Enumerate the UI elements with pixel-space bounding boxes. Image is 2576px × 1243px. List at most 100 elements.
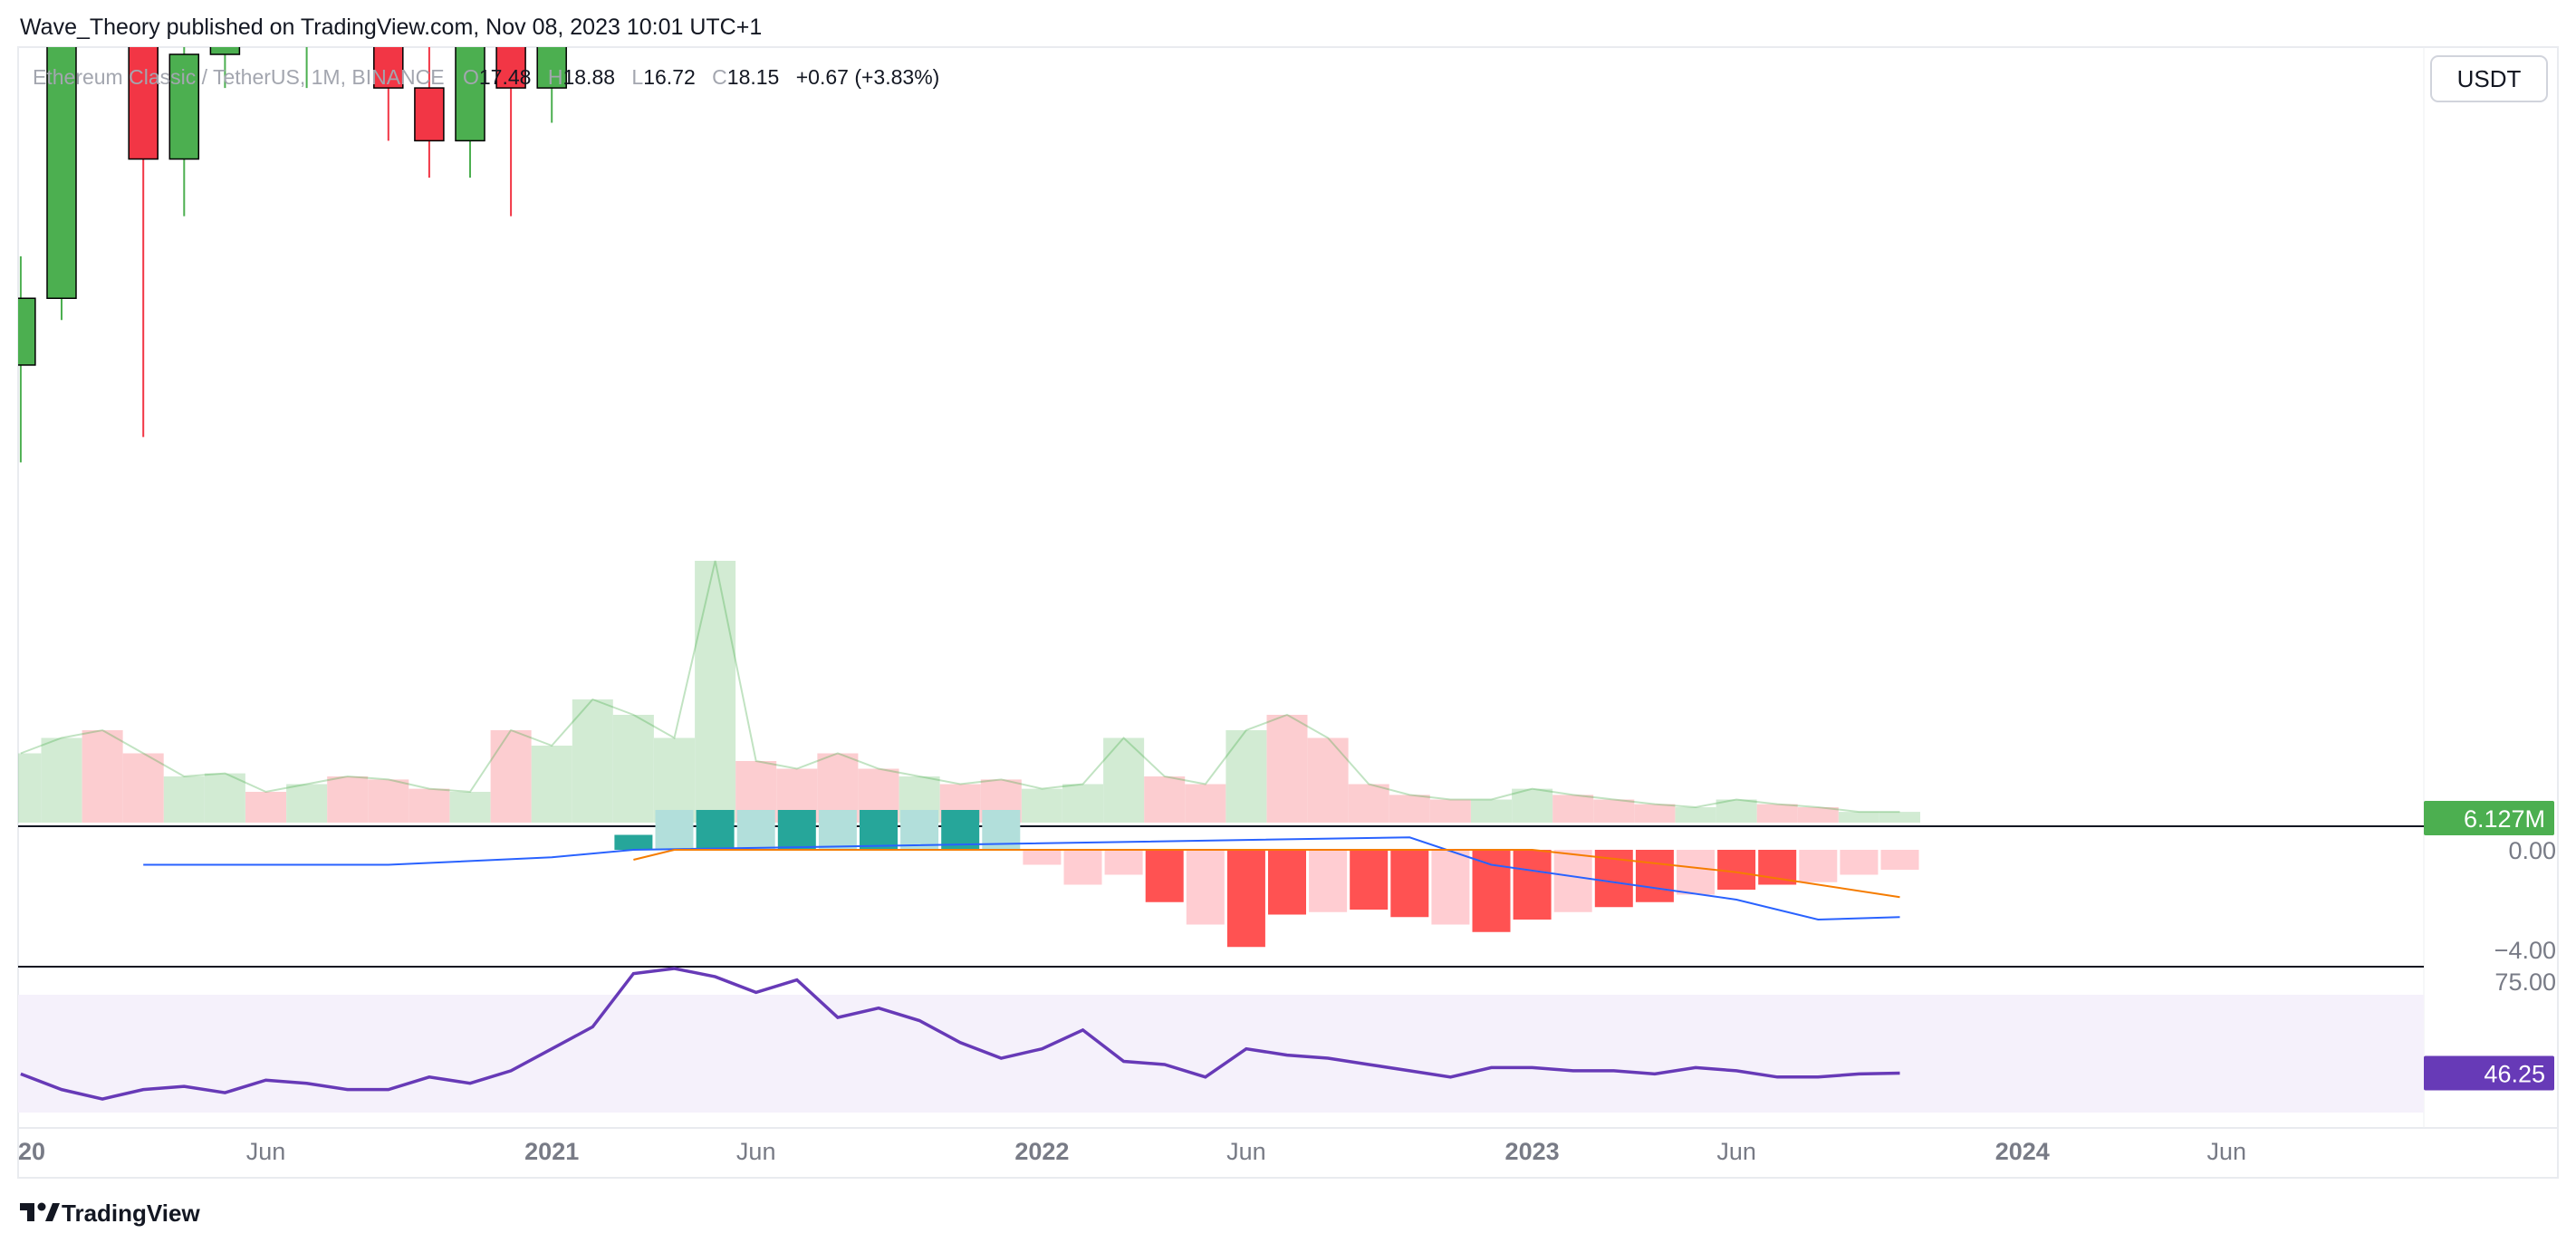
macd-histogram-bar — [1104, 850, 1143, 875]
volume-bar — [18, 753, 42, 823]
macd-histogram-bar — [1226, 850, 1265, 948]
macd-histogram-bar — [1758, 850, 1797, 885]
time-axis-tick: Jun — [246, 1138, 286, 1165]
macd-histogram-bar — [1513, 850, 1552, 920]
tradingview-logo: TradingView — [20, 1200, 200, 1227]
candles-layer — [18, 47, 567, 463]
time-axis-tick: 2021 — [524, 1138, 579, 1165]
macd-histogram-bar — [1309, 850, 1348, 912]
volume-bar — [82, 730, 123, 823]
volume-bar — [654, 737, 695, 823]
macd-histogram-bar — [1268, 850, 1306, 915]
volume-bar — [1879, 812, 1920, 823]
volume-bar — [1348, 784, 1389, 823]
rsi-axis-tick: 75.00 — [2494, 968, 2556, 996]
volume-bar — [1429, 799, 1471, 823]
macd-histogram-bar — [1023, 850, 1062, 865]
currency-button[interactable]: USDT — [2430, 55, 2548, 102]
macd-histogram-bar — [1186, 850, 1225, 925]
time-axis-tick: 20 — [18, 1138, 45, 1165]
volume-bar — [1389, 795, 1430, 823]
candle-body — [209, 47, 241, 55]
time-axis-tick: Jun — [1716, 1138, 1756, 1165]
macd-histogram-bar — [941, 810, 980, 850]
time-axis-tick: 2022 — [1014, 1138, 1069, 1165]
ohlc-legend: Ethereum Classic / TetherUS, 1M, BINANCE… — [33, 65, 939, 89]
volume-bar — [245, 792, 286, 823]
volume-bar — [1266, 715, 1308, 823]
volume-bar — [1144, 776, 1186, 823]
volume-bar — [531, 746, 572, 823]
candle-body — [373, 47, 404, 89]
macd-histogram-bar — [818, 810, 857, 850]
macd-histogram-bar — [1063, 850, 1102, 885]
macd-histogram-bar — [1350, 850, 1389, 910]
candle-body — [168, 53, 200, 160]
currency-button-label[interactable]: USDT — [2457, 65, 2522, 92]
volume-bar — [41, 737, 82, 823]
symbol-name[interactable]: Ethereum Classic / TetherUS, 1M, BINANCE — [33, 65, 445, 89]
macd-histogram-bar — [1677, 850, 1715, 895]
candle-body — [495, 47, 526, 89]
volume-bar — [1062, 784, 1103, 823]
macd-histogram-bar — [1717, 850, 1756, 890]
price-label-text: 6.127M — [2464, 805, 2545, 833]
low-value: 16.72 — [643, 65, 696, 89]
currency-button-box[interactable] — [2430, 55, 2548, 102]
change-value: +0.67 (+3.83%) — [796, 65, 940, 89]
volume-bar — [1307, 737, 1349, 823]
candle-body — [46, 47, 77, 299]
macd-histogram-bar — [900, 810, 939, 850]
macd-histogram-bar — [655, 810, 694, 850]
volume-bar — [612, 715, 654, 823]
rsi-value-label: 46.25 — [2484, 1060, 2545, 1087]
volume-bar — [1756, 804, 1798, 823]
candle-body — [18, 297, 36, 366]
macd-histogram-bar — [1799, 850, 1838, 882]
volume-bar — [1797, 807, 1839, 823]
open-value: 17.48 — [479, 65, 532, 89]
rsi-value-box — [2424, 1055, 2554, 1091]
macd-histogram-bar — [1472, 850, 1511, 932]
close-label: C — [712, 65, 727, 89]
open-label: O — [463, 65, 479, 89]
volume-bar — [1185, 784, 1226, 823]
time-axis-tick: 2023 — [1505, 1138, 1560, 1165]
axes-layer: 36.0031.0027.0016.0011.000.00−4.0075.002… — [18, 837, 2556, 1165]
macd-histogram-bar — [736, 810, 775, 850]
volume-bar — [1021, 788, 1062, 823]
rsi-band — [18, 995, 2424, 1113]
publisher-text: Wave_Theory published on TradingView.com… — [20, 14, 762, 40]
volume-bar — [1716, 799, 1757, 823]
volume-bar — [1471, 799, 1512, 823]
macd-line — [143, 836, 1900, 921]
macd-layer — [143, 810, 1919, 948]
volume-bar — [1103, 737, 1145, 823]
macd-histogram-bar — [614, 834, 653, 850]
macd-histogram-bar — [860, 810, 898, 850]
time-axis-tick: Jun — [2207, 1138, 2247, 1165]
volume-bar — [122, 753, 164, 823]
volume-outline — [20, 560, 1900, 814]
chart-frame — [17, 46, 2559, 1179]
macd-axis-tick: −4.00 — [2494, 937, 2556, 964]
close-value: 18.15 — [727, 65, 780, 89]
volume-bar — [449, 792, 491, 823]
macd-histogram-bar — [1390, 850, 1429, 918]
time-axis-tick: Jun — [1226, 1138, 1266, 1165]
volume-bar — [1226, 730, 1267, 823]
volume-bar — [1593, 799, 1635, 823]
price-labels-layer: 24.9523.1019.1218.1522d 15h14.7013.1712.… — [2424, 801, 2554, 1091]
high-label: H — [548, 65, 563, 89]
high-value: 18.88 — [562, 65, 615, 89]
volume-bar — [409, 788, 450, 823]
candle-body — [455, 47, 485, 142]
tradingview-logo-icon — [20, 1202, 60, 1221]
candle-body — [414, 87, 445, 142]
macd-axis-tick: 0.00 — [2508, 837, 2556, 864]
volume-bar — [163, 776, 205, 823]
macd-histogram-bar — [696, 810, 735, 850]
volume-bar — [327, 776, 369, 823]
volume-bar — [695, 561, 736, 823]
